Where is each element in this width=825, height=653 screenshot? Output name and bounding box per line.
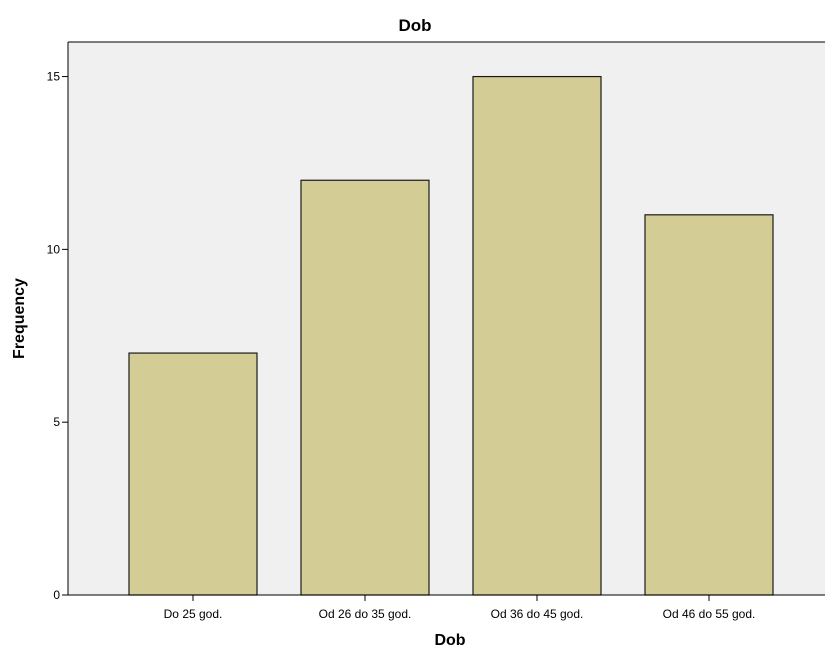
bar-3 [472,75,602,596]
x-tick-label: Od 26 do 35 god. [319,607,412,621]
bar-1 [128,352,258,596]
x-axis: Do 25 god. Od 26 do 35 god. Od 36 do 45 go… [68,594,825,621]
y-axis-label: Frequency [11,278,28,359]
x-tick-label: Do 25 god. [164,607,223,621]
y-axis: 0 5 10 15 [47,41,825,602]
x-axis-label: Dob [434,632,465,649]
chart-title: Dob [398,16,431,35]
y-tick-label: 5 [53,415,60,429]
bar-2 [300,179,430,596]
y-tick-label: 0 [53,588,60,602]
x-tick-label: Od 36 do 45 god. [491,607,584,621]
bars-group [128,75,774,596]
y-tick-label: 15 [47,70,61,84]
bar-4 [644,214,774,596]
y-tick-label: 10 [47,242,61,256]
x-tick-label: Od 46 do 55 god. [663,607,756,621]
